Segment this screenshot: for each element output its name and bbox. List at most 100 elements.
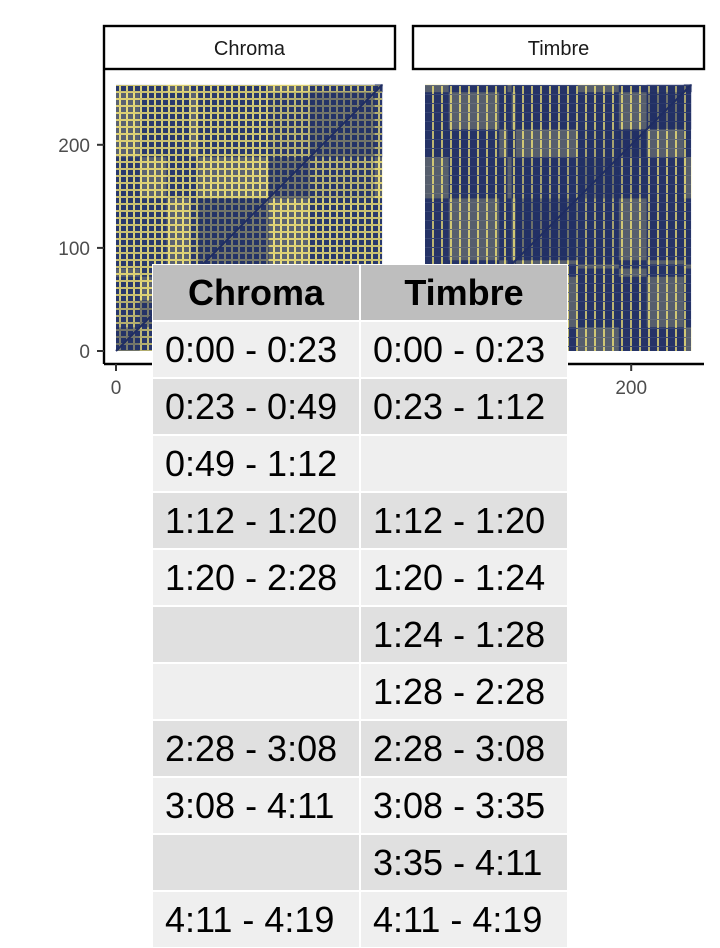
table-cell-timbre: 3:35 - 4:11 — [360, 834, 568, 891]
table-cell-timbre — [360, 435, 568, 492]
heatmap-block — [683, 264, 693, 269]
heatmap-block — [511, 83, 516, 93]
heatmap-block — [499, 198, 508, 261]
y-tick-label: 200 — [58, 136, 90, 157]
heatmap-block — [425, 83, 449, 93]
table-row: 1:28 - 2:28 — [152, 663, 568, 720]
heatmap-block — [166, 157, 191, 199]
heatmap-block — [448, 92, 500, 130]
table-row: 4:11 - 4:19 4:11 - 4:19 — [152, 891, 568, 948]
heatmap-block — [577, 198, 619, 261]
heatmap-block — [166, 92, 191, 158]
heatmap-block — [190, 157, 199, 199]
heatmap-block — [309, 83, 375, 93]
heatmap-block — [448, 129, 500, 158]
table-cell-chroma: 3:08 - 4:11 — [152, 777, 360, 834]
heatmap-block — [511, 157, 516, 199]
heatmap-block — [683, 92, 693, 130]
table-header-chroma: Chroma — [152, 264, 360, 321]
strip-chroma: Chroma — [102, 24, 397, 71]
y-tick-label: 0 — [79, 342, 90, 363]
table-row: 1:12 - 1:20 1:12 - 1:20 — [152, 492, 568, 549]
table-cell-chroma — [152, 606, 360, 663]
heatmap-block — [499, 157, 508, 199]
heatmap-block — [499, 260, 508, 265]
heatmap-block — [190, 92, 199, 158]
heatmap-block — [646, 260, 684, 265]
heatmap-block — [448, 157, 500, 199]
heatmap-block — [448, 198, 500, 261]
table-cell-chroma: 2:28 - 3:08 — [152, 720, 360, 777]
heatmap-block — [646, 157, 684, 199]
table-row: 0:49 - 1:12 — [152, 435, 568, 492]
heatmap-block — [116, 268, 140, 277]
heatmap-block — [166, 83, 191, 93]
heatmap-block — [507, 129, 512, 158]
heatmap-block — [683, 276, 693, 328]
table-row: 1:24 - 1:28 — [152, 606, 568, 663]
table-cell-timbre: 4:11 - 4:19 — [360, 891, 568, 948]
heatmap-block — [116, 83, 140, 93]
heatmap-block — [683, 268, 693, 277]
heatmap-block — [425, 260, 449, 265]
heatmap-block — [268, 92, 310, 158]
heatmap-block — [646, 129, 684, 158]
heatmap-block — [448, 83, 500, 93]
heatmap-block — [618, 264, 647, 269]
y-axis-ticks: 0 100 200 — [58, 136, 104, 363]
table-row: 0:23 - 0:49 0:23 - 1:12 — [152, 378, 568, 435]
heatmap-block — [577, 83, 619, 93]
heatmap-block — [374, 157, 384, 199]
heatmap-block — [577, 260, 619, 265]
heatmap-block — [515, 83, 578, 93]
heatmap-block — [618, 260, 647, 265]
heatmap-block — [577, 327, 619, 351]
heatmap-block — [618, 92, 647, 130]
heatmap-block — [116, 92, 140, 158]
heatmap-block — [646, 268, 684, 277]
heatmap-block — [139, 198, 167, 269]
heatmap-block — [683, 129, 693, 158]
heatmap-block — [166, 198, 191, 269]
heatmap-block — [507, 198, 512, 261]
heatmap-block — [374, 198, 384, 269]
table-cell-timbre: 0:00 - 0:23 — [360, 321, 568, 378]
heatmap-block — [116, 276, 140, 301]
heatmap-block — [499, 83, 508, 93]
heatmap-block — [515, 92, 578, 130]
heatmap-block — [577, 92, 619, 130]
heatmap-block — [511, 129, 516, 158]
table-cell-timbre: 2:28 - 3:08 — [360, 720, 568, 777]
table-row: 1:20 - 2:28 1:20 - 1:24 — [152, 549, 568, 606]
heatmap-block — [448, 260, 500, 265]
heatmap-block — [515, 260, 578, 265]
heatmap-block — [515, 129, 578, 158]
heatmap-block — [190, 83, 199, 93]
heatmap-block — [646, 83, 684, 93]
table-row: 2:28 - 3:08 2:28 - 3:08 — [152, 720, 568, 777]
heatmap-block — [198, 92, 269, 158]
heatmap-block — [190, 198, 199, 269]
heatmap-block — [577, 268, 619, 277]
heatmap-block — [309, 198, 375, 269]
heatmap-block — [507, 260, 512, 265]
heatmap-block — [618, 327, 647, 351]
heatmap-block — [511, 92, 516, 130]
heatmap-block — [618, 198, 647, 261]
strip-timbre: Timbre — [411, 24, 706, 71]
heatmap-block — [577, 129, 619, 158]
segment-table: Chroma Timbre 0:00 - 0:23 0:00 - 0:23 0:23… — [152, 264, 568, 948]
table-cell-timbre: 0:23 - 1:12 — [360, 378, 568, 435]
heatmap-block — [268, 83, 310, 93]
table-cell-timbre: 3:08 - 3:35 — [360, 777, 568, 834]
heatmap-block — [511, 198, 516, 261]
heatmap-block — [507, 157, 512, 199]
heatmap-block — [425, 92, 449, 130]
heatmap-block — [507, 83, 512, 93]
heatmap-block — [646, 327, 684, 351]
heatmap-block — [507, 92, 512, 130]
heatmap-block — [116, 157, 140, 199]
heatmap-block — [268, 198, 310, 269]
table-cell-chroma: 4:11 - 4:19 — [152, 891, 360, 948]
heatmap-block — [618, 157, 647, 199]
